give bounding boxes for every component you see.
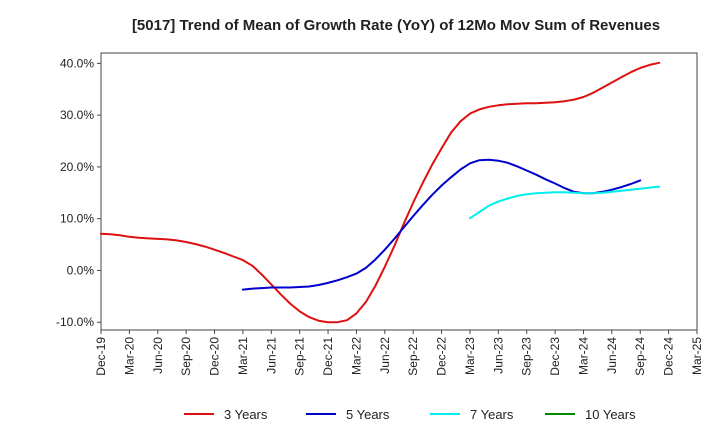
x-tick-label: Sep-21: [293, 337, 307, 376]
x-tick-label: Dec-24: [662, 337, 676, 376]
x-tick-label: Sep-23: [520, 337, 534, 376]
x-tick-label: Dec-21: [321, 337, 335, 376]
y-tick-label: 0.0%: [67, 263, 95, 277]
x-tick-label: Jun-24: [605, 337, 619, 374]
plot-area: [100, 52, 698, 331]
x-tick-label: Dec-22: [435, 337, 449, 376]
legend-label-3-years: 3 Years: [224, 407, 268, 422]
x-tick-label: Mar-23: [463, 337, 477, 375]
x-tick-label: Sep-24: [633, 337, 647, 376]
x-tick-label: Dec-19: [94, 337, 108, 376]
y-tick-label: 30.0%: [60, 108, 94, 122]
x-tick-label: Mar-25: [690, 337, 704, 375]
x-tick-label: Sep-22: [406, 337, 420, 376]
legend-label-5-years: 5 Years: [346, 407, 390, 422]
legend-label-7-years: 7 Years: [470, 407, 514, 422]
legend-label-10-years: 10 Years: [585, 407, 636, 422]
x-tick-label: Jun-23: [491, 337, 505, 374]
x-tick-label: Jun-20: [151, 337, 165, 374]
y-tick-label: -10.0%: [56, 315, 94, 329]
x-tick-label: Mar-20: [122, 337, 136, 375]
series-line-7-years: [469, 185, 661, 220]
chart-title: [5017] Trend of Mean of Growth Rate (YoY…: [132, 17, 660, 34]
x-tick-label: Dec-23: [548, 337, 562, 376]
x-tick-label: Jun-22: [378, 337, 392, 374]
y-tick-label: 20.0%: [60, 160, 94, 174]
legend: 3 Years 5 Years 7 Years 10 Years: [184, 407, 636, 422]
x-tick-label: Mar-24: [576, 337, 590, 375]
x-tick-label: Sep-20: [179, 337, 193, 376]
x-tick-label: Mar-21: [236, 337, 250, 375]
x-tick-label: Mar-22: [349, 337, 363, 375]
x-tick-label: Dec-20: [208, 337, 222, 376]
axes: -10.0% 0.0% 10.0% 20.0% 30.0% 40.0% Dec-19 Mar-…: [56, 52, 704, 376]
y-tick-label: 40.0%: [60, 56, 94, 70]
x-tick-label: Jun-21: [264, 337, 278, 374]
series-line-3-years: [100, 61, 661, 324]
y-tick-label: 10.0%: [60, 212, 94, 226]
series-lines: [100, 61, 661, 324]
